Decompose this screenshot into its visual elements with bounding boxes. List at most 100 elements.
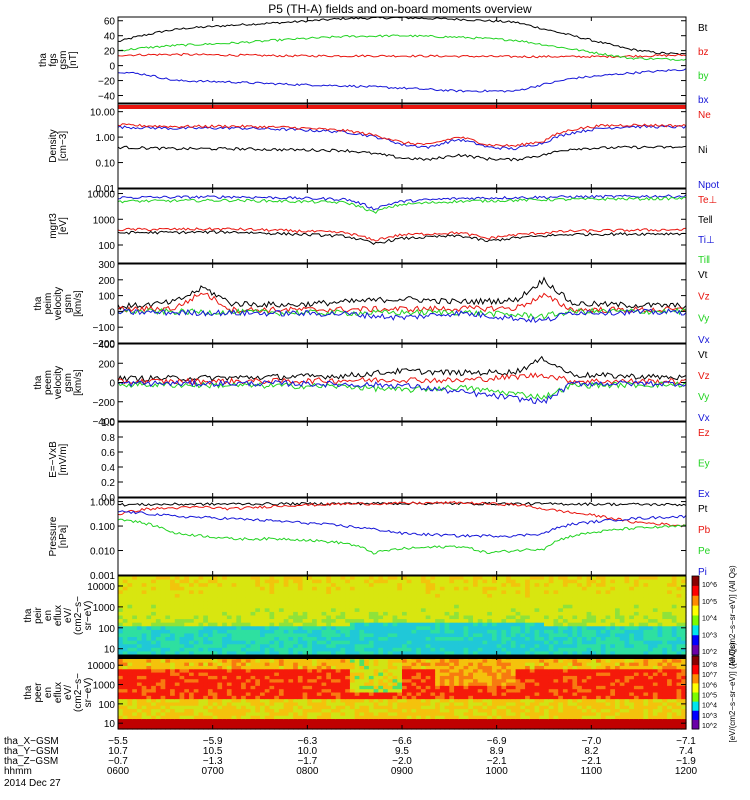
panel-peer: 10^8 10^7 10^6 10^5 10^4 10^3 10^2 [eV/(cm2−s−s… — [23, 642, 737, 743]
y-axis-label-peer: tha peer en eflux eV/(cm2−s− sr−eV) — [23, 673, 94, 712]
series-pressure-1 — [117, 500, 687, 528]
x-row-value: 8.2 — [584, 746, 598, 757]
legend-peim-3: Vx — [698, 335, 710, 346]
legend-fgs-0: Bt — [698, 23, 708, 34]
x-row-value: 7.4 — [679, 746, 693, 757]
y-axis-label-line: gsm — [58, 51, 69, 70]
y-axis-label-line: en — [43, 610, 54, 621]
figure-title: P5 (TH-A) fields and on-board moments ov… — [268, 2, 532, 16]
x-row-value: 0800 — [296, 766, 319, 777]
y-tick-label: 0.6 — [101, 448, 115, 459]
y-tick-label: 0.0 — [101, 493, 115, 504]
x-row-value: −2.0 — [392, 756, 412, 767]
y-tick-label: −100 — [92, 323, 115, 334]
x-row-value: −5.5 — [108, 736, 128, 747]
x-row-value: 10.5 — [203, 746, 223, 757]
y-tick-label: 20 — [104, 47, 116, 58]
colorbar-tick: 10^4 — [702, 703, 717, 710]
colorbar-peir: 10^6 10^5 10^4 10^3 10^2 [eV/(cm2−s−sr−eV)] (… — [691, 565, 737, 666]
panel-peem: 400 200 0 −200 −400 tha peem velocity gsm [km/s] V… — [33, 340, 710, 428]
y-tick-label: 10 — [104, 645, 116, 656]
legend-peim-1: Vz — [698, 292, 710, 303]
y-tick-label: 400 — [98, 340, 115, 351]
series-peem-0 — [117, 355, 687, 383]
y-axis-label-line: tha — [33, 375, 44, 389]
colorbar-tick: 10^6 — [702, 582, 717, 589]
y-tick-label: 0.10 — [96, 159, 116, 170]
y-axis-label-line: [km/s] — [73, 369, 84, 396]
y-tick-label: 10.00 — [90, 108, 115, 119]
legend-temp-2: Ti⊥ — [698, 235, 715, 246]
legend-pressure-0: Pt — [698, 504, 708, 515]
series-density-1 — [117, 123, 687, 147]
colorbar-tick: 10^4 — [702, 616, 717, 623]
panel-efield: 1.0 0.8 0.6 0.4 0.2 0.0 E=−VxB [mV/m] Ez Ey Ex — [48, 418, 710, 504]
y-tick-label: 100 — [98, 700, 115, 711]
y-axis-label-line: eV/ — [63, 685, 74, 700]
legend-efield-2: Ex — [698, 489, 710, 500]
y-axis-label-line: tha — [33, 296, 44, 310]
date-label: 2014 Dec 27 — [4, 778, 61, 789]
x-axis-labels: tha_X−GSM −5.5 −5.9 −6.3 −6.6 −6.9 −7.0 −7.1 tha… — [4, 736, 698, 777]
legend-peem-3: Vx — [698, 413, 710, 424]
y-tick-label: 100 — [98, 624, 115, 635]
y-tick-label: −400 — [92, 417, 115, 428]
x-row-value: −0.7 — [108, 756, 128, 767]
y-tick-label: 200 — [98, 276, 115, 287]
colorbar-tick: 10^3 — [702, 632, 717, 639]
legend-fgs-3: bx — [698, 95, 709, 106]
y-axis-label-line: [cm−3] — [58, 131, 69, 162]
legend-efield-0: Ez — [698, 428, 710, 439]
legend-peem-2: Vy — [698, 392, 709, 403]
y-axis-label-line: [km/s] — [73, 290, 84, 317]
series-temp-1 — [117, 196, 687, 214]
y-axis-label-temp: mgrt3 [eV] — [48, 213, 69, 239]
y-axis-label-line: velocity — [53, 366, 64, 399]
x-row-value: −7.1 — [676, 736, 696, 747]
x-row-value: −1.3 — [203, 756, 223, 767]
legend-peem-0: Vt — [698, 350, 708, 361]
x-row-value: −7.0 — [581, 736, 601, 747]
y-axis-label-line: eV/ — [63, 608, 74, 623]
y-axis-label-line: peer — [33, 682, 44, 703]
panel-temp: 10000 1000 100 mgrt3 [eV] Te⊥ Te‖ Ti⊥ Ti‖ — [48, 188, 717, 266]
colorbar-tick: 10^2 — [702, 723, 717, 730]
y-axis-label-line: peir — [33, 606, 44, 623]
y-axis-label-line: peim — [43, 293, 54, 315]
y-tick-label: 1.00 — [96, 133, 116, 144]
y-axis-label-line: Pressure — [48, 516, 59, 556]
x-row-value: −2.1 — [581, 756, 601, 767]
series-temp-2 — [117, 227, 687, 242]
y-tick-label: 10000 — [87, 190, 115, 201]
legend-peem-1: Vz — [698, 371, 710, 382]
x-row-value: 9.5 — [395, 746, 409, 757]
y-tick-label: 1.000 — [90, 498, 115, 509]
legend-pressure-1: Pb — [698, 525, 711, 536]
y-axis-label-density: Density [cm−3] — [48, 129, 69, 162]
x-row-value: 0600 — [107, 766, 130, 777]
y-axis-label-pressure: Pressure [nPa] — [48, 516, 69, 556]
y-tick-label: 1000 — [93, 603, 116, 614]
x-row-label: tha_X−GSM — [4, 736, 59, 747]
legend-fgs-2: by — [698, 71, 709, 82]
x-row-label: tha_Z−GSM — [4, 756, 58, 767]
y-tick-label: 0.01 — [96, 184, 116, 195]
y-axis-label-peir: tha peir en eflux eV/(cm2−s− sr−eV) — [23, 596, 94, 635]
panel-frame — [117, 421, 687, 498]
y-axis-label-line: [eV] — [58, 217, 69, 235]
y-axis-label-line: tha — [23, 685, 34, 699]
y-tick-label: 0 — [109, 379, 115, 390]
series-fgs-1 — [117, 52, 687, 59]
colorbar-tick: 10^8 — [702, 662, 717, 669]
legend-peim-0: Vt — [698, 270, 708, 281]
y-axis-label-efield: E=−VxB [mV/m] — [48, 441, 69, 478]
legend-efield-1: Ey — [698, 459, 710, 470]
y-axis-label-line: gsm — [63, 294, 74, 313]
colorbar-label: [eV/(cm2−s−sr−eV)] (All Qs) — [728, 565, 737, 666]
colorbar-tick: 10^7 — [702, 672, 717, 679]
panel-frame — [117, 16, 687, 104]
y-axis-label-peim: tha peim velocity gsm [km/s] — [33, 287, 84, 320]
y-tick-label: 0.100 — [90, 522, 115, 533]
y-tick-label: 1000 — [93, 215, 116, 226]
